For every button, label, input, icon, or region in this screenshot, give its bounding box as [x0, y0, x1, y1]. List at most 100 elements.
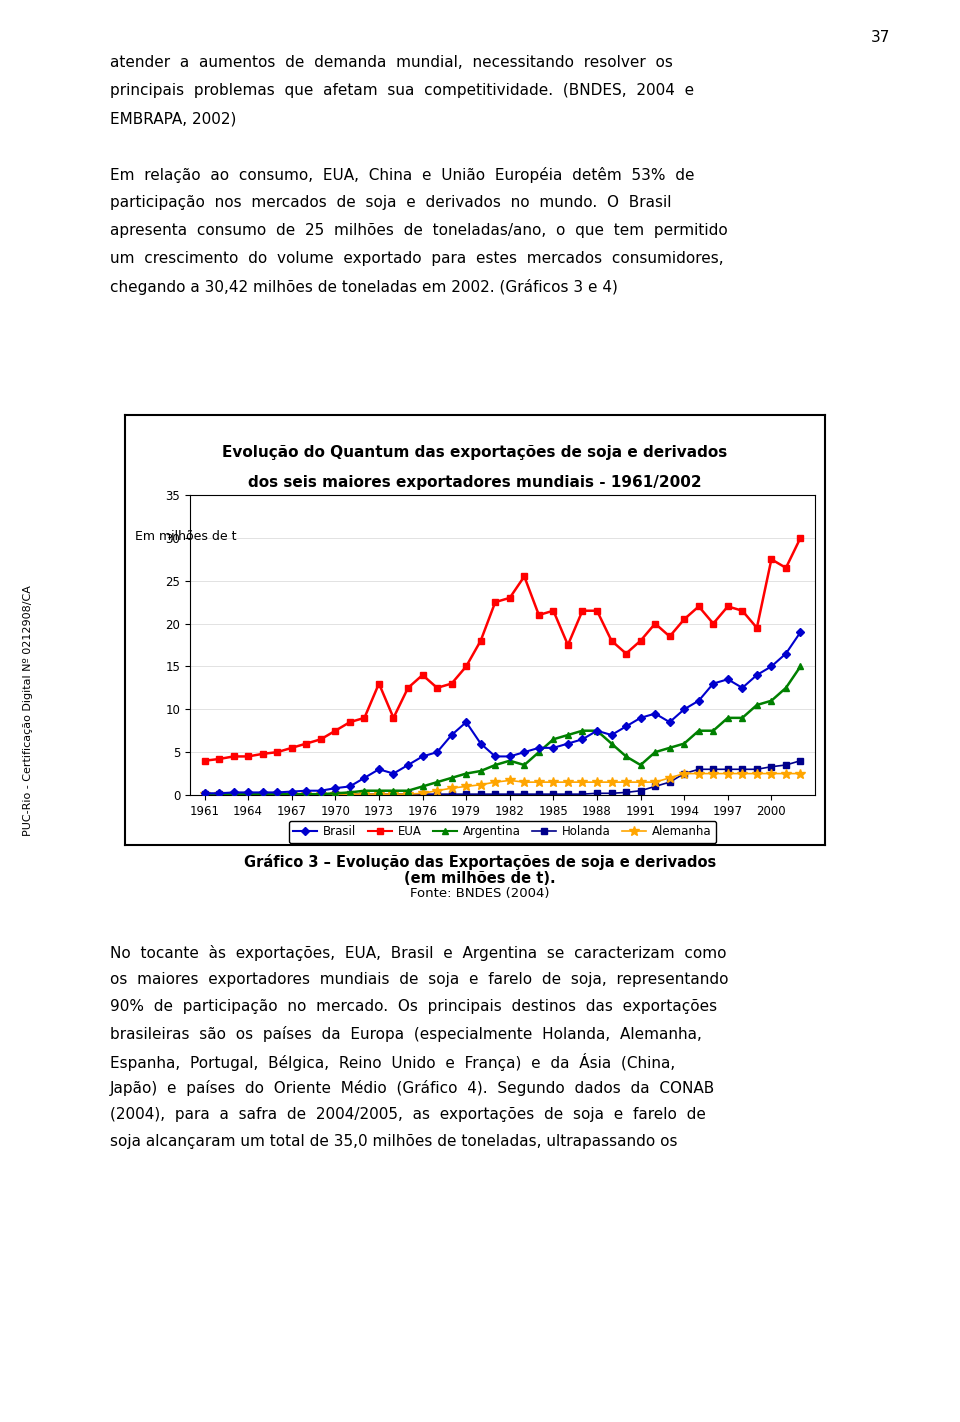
Holanda — [402, 785, 414, 802]
EUA — [402, 680, 414, 697]
Alemanha — [475, 776, 487, 793]
Alemanha — [635, 774, 646, 791]
Holanda — [286, 785, 298, 802]
EUA — [228, 748, 239, 765]
Argentina — [736, 710, 748, 727]
Argentina — [751, 697, 762, 714]
Text: Evolução do Quantum das exportações de soja e derivados: Evolução do Quantum das exportações de s… — [223, 445, 728, 461]
EUA — [417, 667, 428, 684]
Alemanha — [708, 765, 719, 782]
Brasil — [272, 784, 283, 801]
Text: Em milhões de t: Em milhões de t — [135, 530, 236, 543]
Text: atender  a  aumentos  de  demanda  mundial,  necessitando  resolver  os: atender a aumentos de demanda mundial, n… — [110, 55, 673, 70]
Alemanha — [591, 774, 603, 791]
Alemanha — [286, 785, 298, 802]
Argentina — [577, 722, 588, 739]
Holanda — [257, 785, 269, 802]
Brasil — [359, 769, 371, 786]
Argentina — [722, 710, 733, 727]
Holanda — [751, 761, 762, 778]
Holanda — [461, 785, 472, 802]
Argentina — [708, 722, 719, 739]
Brasil — [475, 735, 487, 752]
EUA — [242, 748, 253, 765]
Argentina — [373, 782, 385, 799]
Brasil — [766, 658, 778, 675]
Brasil — [635, 710, 646, 727]
EUA — [533, 606, 544, 623]
Holanda — [388, 785, 399, 802]
Holanda — [780, 757, 792, 774]
Holanda — [315, 785, 326, 802]
Text: PUC-Rio - Certificação Digital Nº 0212908/CA: PUC-Rio - Certificação Digital Nº 021290… — [23, 586, 33, 836]
Alemanha — [795, 765, 806, 782]
Brasil — [577, 731, 588, 748]
Holanda — [577, 785, 588, 802]
Brasil — [679, 701, 690, 718]
Brasil — [228, 784, 239, 801]
EUA — [373, 675, 385, 693]
Brasil — [591, 722, 603, 739]
Holanda — [736, 761, 748, 778]
Argentina — [431, 774, 443, 791]
Brasil — [199, 785, 210, 802]
Alemanha — [431, 782, 443, 799]
Line: Holanda: Holanda — [202, 758, 804, 796]
Text: Fonte: BNDES (2004): Fonte: BNDES (2004) — [410, 887, 550, 900]
Text: dos seis maiores exportadores mundiais - 1961/2002: dos seis maiores exportadores mundiais -… — [249, 475, 702, 491]
Alemanha — [563, 774, 574, 791]
Holanda — [490, 785, 501, 802]
Argentina — [344, 784, 355, 801]
Text: 90%  de  participação  no  mercado.  Os  principais  destinos  das  exportações: 90% de participação no mercado. Os princ… — [110, 1000, 717, 1014]
Text: principais  problemas  que  afetam  sua  competitividade.  (BNDES,  2004  e: principais problemas que afetam sua comp… — [110, 82, 694, 98]
Text: (em milhões de t).: (em milhões de t). — [404, 872, 556, 886]
Argentina — [445, 769, 457, 786]
EUA — [606, 633, 617, 650]
EUA — [315, 731, 326, 748]
Alemanha — [388, 785, 399, 802]
EUA — [591, 602, 603, 619]
Argentina — [620, 748, 632, 765]
Text: apresenta  consumo  de  25  milhões  de  toneladas/ano,  o  que  tem  permitido: apresenta consumo de 25 milhões de tonel… — [110, 223, 728, 237]
Text: Em  relação  ao  consumo,  EUA,  China  e  União  Européia  detêm  53%  de: Em relação ao consumo, EUA, China e Uniã… — [110, 166, 694, 183]
Brasil — [795, 624, 806, 641]
Argentina — [795, 658, 806, 675]
Alemanha — [359, 785, 371, 802]
Argentina — [766, 693, 778, 710]
Brasil — [329, 779, 341, 796]
Text: EMBRAPA, 2002): EMBRAPA, 2002) — [110, 111, 236, 127]
EUA — [736, 602, 748, 619]
Alemanha — [228, 785, 239, 802]
Argentina — [780, 680, 792, 697]
Alemanha — [547, 774, 559, 791]
Alemanha — [300, 785, 312, 802]
Argentina — [635, 757, 646, 774]
Alemanha — [693, 765, 705, 782]
Brasil — [286, 784, 298, 801]
Brasil — [257, 784, 269, 801]
Holanda — [664, 774, 676, 791]
Holanda — [635, 782, 646, 799]
Brasil — [504, 748, 516, 765]
Holanda — [795, 752, 806, 769]
Argentina — [213, 785, 225, 802]
EUA — [649, 616, 660, 633]
EUA — [635, 633, 646, 650]
Alemanha — [445, 779, 457, 796]
EUA — [445, 675, 457, 693]
Brasil — [736, 680, 748, 697]
Argentina — [518, 757, 530, 774]
Brasil — [461, 714, 472, 731]
Alemanha — [213, 785, 225, 802]
Alemanha — [461, 778, 472, 795]
Alemanha — [533, 774, 544, 791]
Holanda — [213, 785, 225, 802]
Holanda — [722, 761, 733, 778]
Argentina — [664, 739, 676, 757]
Argentina — [461, 765, 472, 782]
Holanda — [563, 785, 574, 802]
Argentina — [533, 744, 544, 761]
Brasil — [431, 744, 443, 761]
Alemanha — [664, 769, 676, 786]
Holanda — [431, 785, 443, 802]
